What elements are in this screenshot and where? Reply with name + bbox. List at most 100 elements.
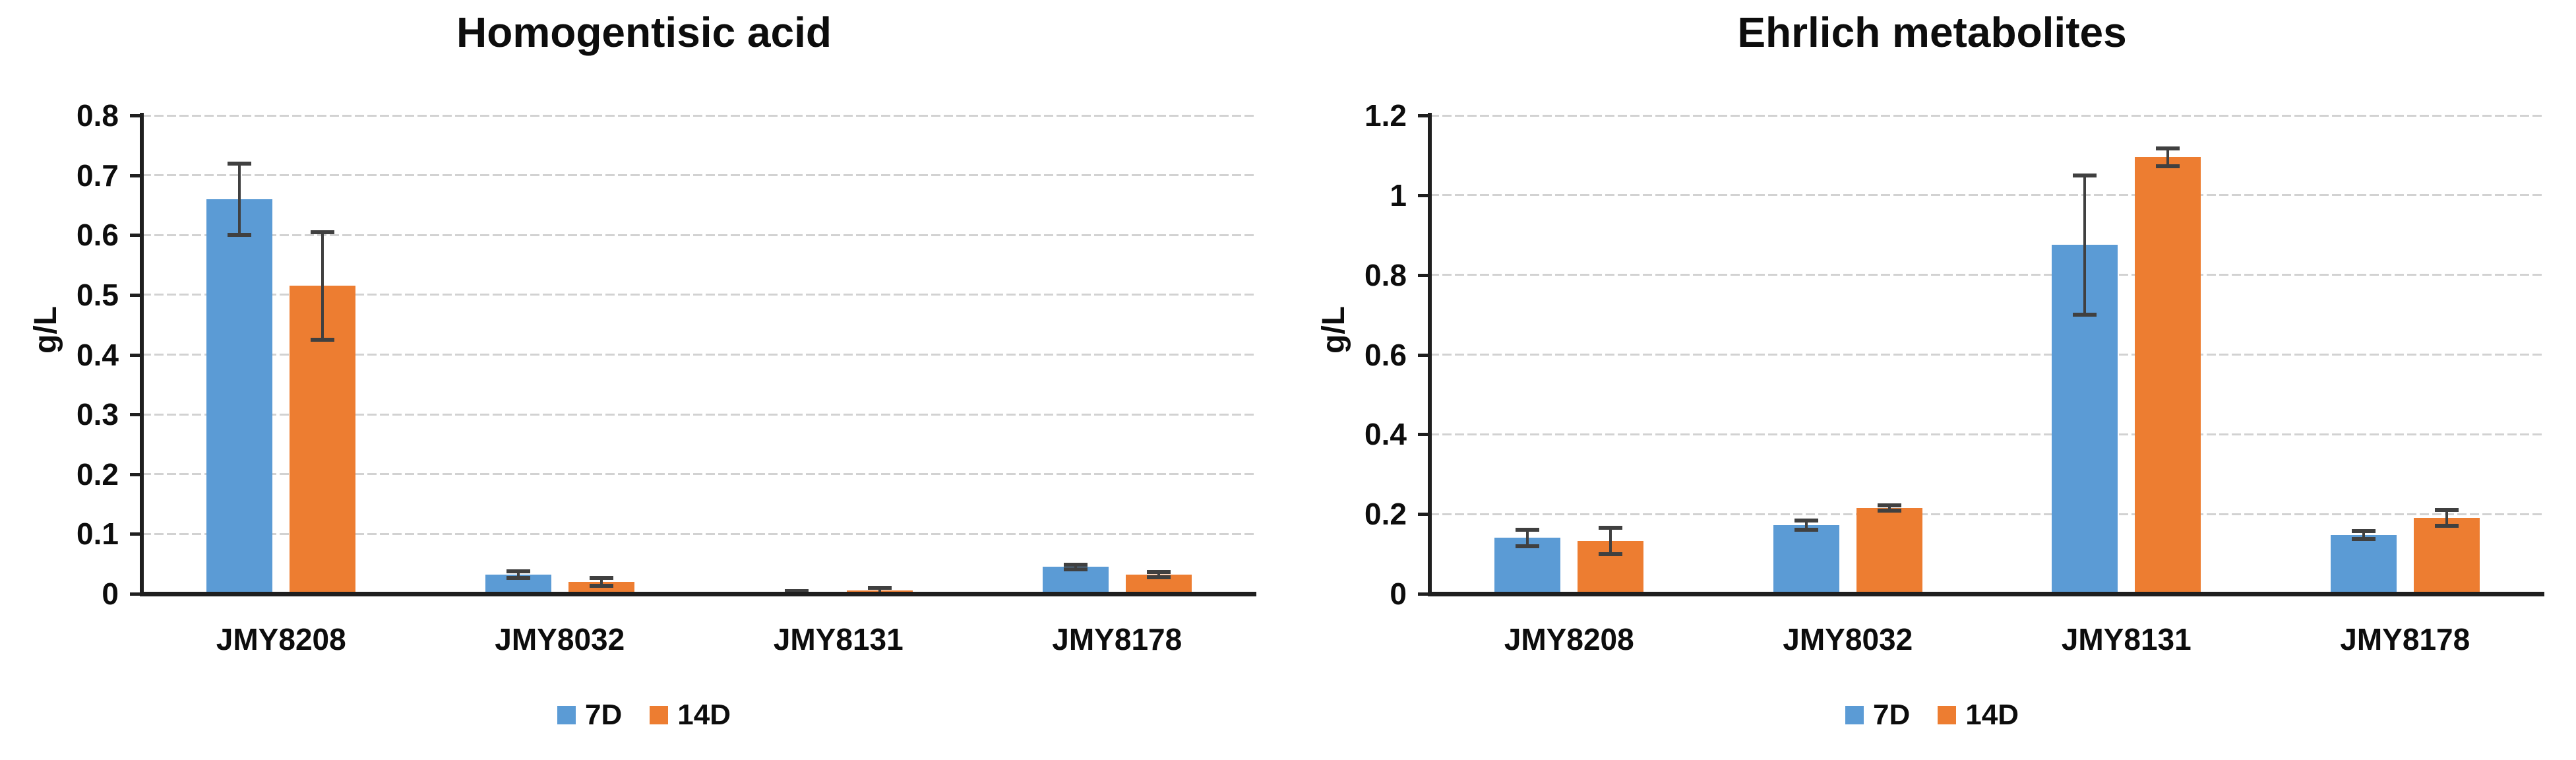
x-axis-line bbox=[1428, 592, 2544, 596]
error-bar-cap bbox=[1146, 570, 1171, 575]
y-tick-mark bbox=[130, 413, 142, 417]
legend-item-14d: 14D bbox=[1938, 701, 2019, 730]
error-bar-cap bbox=[868, 585, 892, 590]
x-category-label: JMY8032 bbox=[1783, 622, 1913, 656]
y-tick-mark bbox=[1418, 353, 1430, 357]
y-tick-label: 0 bbox=[1390, 577, 1407, 611]
bar-7d bbox=[206, 199, 273, 594]
y-tick-mark bbox=[130, 293, 142, 297]
gridline bbox=[142, 174, 1256, 177]
y-tick-label: 0.2 bbox=[1365, 497, 1407, 532]
legend-swatch-7d-icon bbox=[557, 706, 576, 724]
y-tick-mark bbox=[130, 592, 142, 596]
plot-area: 0 0.1 0.2 0.3 0.4 0.5 0.6 0.7 0.8 JMY8208 JMY8032 J… bbox=[77, 98, 1256, 656]
y-axis-line bbox=[140, 113, 144, 596]
error-bar-cap bbox=[1063, 562, 1088, 567]
y-tick-mark bbox=[1418, 433, 1430, 437]
error-bar-cap bbox=[506, 569, 530, 574]
gridline bbox=[142, 294, 1256, 296]
y-tick-label: 0 bbox=[102, 577, 119, 611]
error-bar-line bbox=[599, 577, 603, 586]
legend: 7D 14D bbox=[0, 701, 1288, 730]
error-bar-cap bbox=[228, 161, 252, 166]
error-bar-line bbox=[2083, 175, 2087, 315]
error-bar-line bbox=[2362, 530, 2365, 539]
x-axis-line bbox=[140, 592, 1256, 596]
y-tick-mark bbox=[130, 234, 142, 238]
y-tick-label: 0.2 bbox=[77, 457, 119, 491]
error-bar-cap bbox=[785, 589, 809, 594]
bar-14d bbox=[2135, 157, 2201, 594]
gridline bbox=[1430, 354, 2544, 356]
error-bar-cap bbox=[2073, 313, 2097, 317]
error-bar-line bbox=[1526, 530, 1529, 546]
error-bar-cap bbox=[1794, 528, 1818, 532]
y-tick-mark bbox=[1418, 114, 1430, 117]
y-tick-label: 0.6 bbox=[1365, 337, 1407, 372]
chart-title: Ehrlich metabolites bbox=[1737, 9, 2127, 56]
y-tick-mark bbox=[130, 174, 142, 177]
error-bar-cap bbox=[2073, 173, 2097, 177]
error-bar-line bbox=[1887, 505, 1891, 511]
error-bar-cap bbox=[1516, 528, 1540, 532]
x-category-label: JMY8178 bbox=[1052, 622, 1182, 656]
legend-swatch-14d-icon bbox=[650, 706, 669, 724]
error-bar-cap bbox=[2156, 146, 2180, 151]
legend-swatch-7d-icon bbox=[1845, 706, 1864, 724]
legend-label-7d: 7D bbox=[1873, 699, 1911, 731]
error-bar-cap bbox=[2434, 524, 2459, 528]
error-bar-line bbox=[878, 587, 882, 594]
y-tick-label: 0.8 bbox=[1365, 257, 1407, 292]
gridline bbox=[1430, 114, 2544, 117]
y-tick-label: 1.2 bbox=[1365, 98, 1407, 133]
y-tick-label: 0.1 bbox=[77, 517, 119, 552]
y-tick-mark bbox=[130, 353, 142, 357]
error-bar-cap bbox=[1877, 503, 1901, 508]
gridline bbox=[142, 473, 1256, 476]
y-axis-line bbox=[1428, 113, 1432, 596]
error-bar-cap bbox=[2351, 528, 2376, 533]
error-bar-line bbox=[2166, 148, 2170, 166]
bar-7d bbox=[2330, 534, 2397, 594]
y-tick-label: 0.7 bbox=[77, 158, 119, 193]
error-bar-line bbox=[1074, 564, 1077, 569]
y-tick-mark bbox=[1418, 513, 1430, 517]
gridline bbox=[142, 354, 1256, 356]
legend-item-7d: 7D bbox=[1845, 701, 1910, 730]
x-category-label: JMY8131 bbox=[2061, 622, 2192, 656]
error-bar-cap bbox=[311, 230, 335, 234]
error-bar-line bbox=[238, 163, 241, 236]
x-category-label: JMY8131 bbox=[773, 622, 904, 656]
x-category-label: JMY8032 bbox=[495, 622, 625, 656]
legend-item-7d: 7D bbox=[557, 701, 622, 730]
bar-14d bbox=[2413, 518, 2480, 594]
gridline bbox=[1430, 194, 2544, 197]
error-bar-line bbox=[1157, 572, 1160, 577]
y-tick-label: 1 bbox=[1390, 177, 1407, 212]
gridline bbox=[142, 114, 1256, 117]
x-category-label: JMY8178 bbox=[2340, 622, 2470, 656]
y-tick-mark bbox=[130, 114, 142, 117]
legend-label-14d: 14D bbox=[677, 699, 731, 731]
error-bar-cap bbox=[1877, 508, 1901, 513]
gridline bbox=[1430, 274, 2544, 276]
error-bar-line bbox=[1804, 520, 1808, 530]
chart-title: Homogentisic acid bbox=[456, 9, 832, 56]
y-tick-mark bbox=[1418, 193, 1430, 197]
gridline bbox=[1430, 433, 2544, 435]
legend-swatch-14d-icon bbox=[1938, 706, 1957, 724]
error-bar-cap bbox=[1516, 544, 1540, 548]
error-bar-cap bbox=[228, 233, 252, 238]
y-tick-label: 0.8 bbox=[77, 98, 119, 133]
y-tick-label: 0.4 bbox=[77, 337, 119, 372]
chart-ehrlich-metabolites: Ehrlich metabolites g/L 0 0.2 0.4 0.6 0.8 1 1.… bbox=[1288, 0, 2576, 760]
gridline bbox=[1430, 513, 2544, 515]
error-bar-cap bbox=[1794, 518, 1818, 522]
error-bar-cap bbox=[1063, 567, 1088, 571]
error-bar-cap bbox=[2156, 164, 2180, 168]
y-tick-mark bbox=[1418, 273, 1430, 277]
error-bar-cap bbox=[2351, 536, 2376, 541]
gridline bbox=[142, 234, 1256, 236]
error-bar-cap bbox=[1599, 525, 1623, 530]
